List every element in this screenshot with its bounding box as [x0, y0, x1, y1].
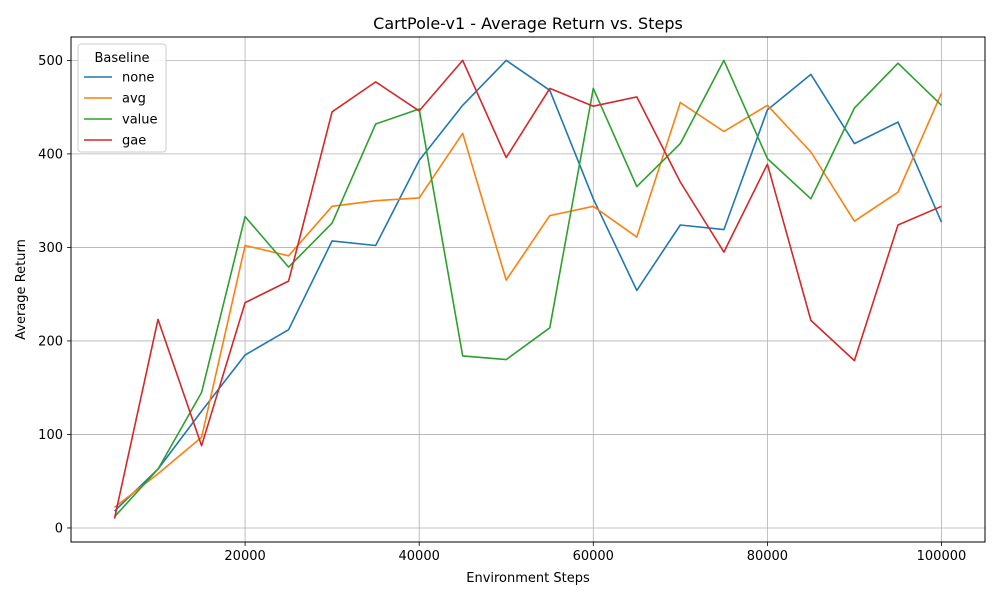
legend-label-avg: avg	[122, 92, 146, 107]
legend-label-gae: gae	[122, 134, 146, 149]
x-axis-ticks: 20000 40000 60000 80000 100000	[224, 542, 966, 564]
legend-label-none: none	[122, 71, 154, 86]
legend-box	[77, 43, 167, 153]
series-lines	[113, 59, 943, 519]
x-tick-label: 40000	[399, 549, 440, 564]
y-axis-ticks: 0 100 200 300 400 500	[38, 54, 71, 536]
y-tick-label: 200	[38, 334, 63, 349]
x-axis-label: Environment Steps	[466, 571, 590, 586]
legend-title: Baseline	[94, 51, 149, 66]
series-line-none	[113, 59, 943, 512]
series-line-value	[113, 59, 943, 518]
legend: Baseline none avg value gae	[77, 43, 167, 153]
y-tick-label: 300	[38, 241, 63, 256]
series-line-avg	[114, 92, 943, 509]
y-tick-label: 100	[38, 428, 63, 443]
legend-items: none avg value gae	[84, 71, 158, 149]
chart-title: CartPole-v1 - Average Return vs. Steps	[373, 14, 683, 33]
plot-frame	[70, 36, 986, 543]
y-tick-label: 400	[38, 147, 63, 162]
legend-label-value: value	[122, 113, 158, 128]
y-tick-label: 500	[38, 54, 63, 69]
y-tick-label: 0	[55, 521, 63, 536]
x-tick-label: 60000	[573, 549, 614, 564]
x-tick-label: 80000	[747, 549, 788, 564]
series-line-gae	[113, 59, 942, 519]
x-tick-label: 100000	[917, 549, 967, 564]
y-axis-label: Average Return	[14, 239, 29, 340]
x-tick-label: 20000	[224, 549, 265, 564]
